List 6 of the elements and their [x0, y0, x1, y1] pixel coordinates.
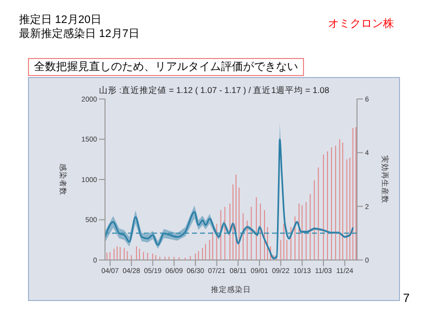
text: 推定日 12月20日 — [19, 14, 102, 26]
chart-title: 山形 :直近推定値 = 1.12 ( 1.07 - 1.17 ) / 直近1週平均 = 1.08 — [98, 85, 330, 97]
text: 7 — [403, 291, 410, 306]
text: オミクロン株 — [328, 18, 394, 30]
text: 全数把握見直しのため、リアルタイム評価ができない — [28, 58, 304, 76]
text: 最新推定感染日 12月7日 — [19, 28, 140, 40]
